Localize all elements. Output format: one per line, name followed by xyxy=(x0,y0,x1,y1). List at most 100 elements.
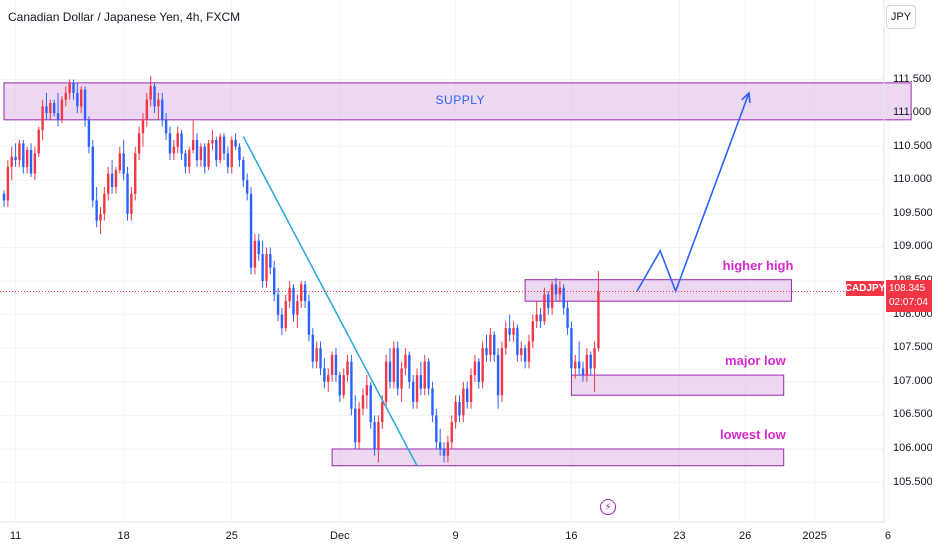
flash-icon[interactable]: ⚡ xyxy=(600,499,616,515)
candle-body xyxy=(2,193,6,201)
candle-body xyxy=(562,287,565,308)
candle-body xyxy=(508,328,511,335)
candle-body xyxy=(56,113,60,120)
candle-body xyxy=(408,354,411,382)
candle-body xyxy=(199,146,203,161)
candle-body xyxy=(589,354,592,369)
candle-body xyxy=(52,103,56,114)
candle-body xyxy=(6,166,10,201)
candle-body xyxy=(303,284,307,302)
candle-body xyxy=(338,375,342,396)
candle-body xyxy=(95,200,98,221)
candle-body xyxy=(566,307,569,329)
candle-body xyxy=(423,361,426,389)
candle-body xyxy=(438,442,442,449)
supply-zone-label: SUPPLY xyxy=(435,93,486,108)
currency-button[interactable]: JPY xyxy=(886,5,916,29)
candle-body xyxy=(415,375,419,402)
candle-body xyxy=(350,361,353,409)
candle-body xyxy=(319,348,322,369)
candle-body xyxy=(118,153,121,171)
candle-body xyxy=(458,401,461,416)
candle-body xyxy=(37,129,40,154)
price-tick-label: 110.500 xyxy=(893,139,932,152)
projection-path xyxy=(636,92,750,294)
candle-body xyxy=(188,150,191,167)
candle-body xyxy=(141,119,145,134)
candle-body xyxy=(184,153,187,167)
time-tick-label: 11 xyxy=(9,530,22,542)
candle-body xyxy=(342,375,345,396)
zone-label-major-low: major low xyxy=(725,353,786,369)
candle-body xyxy=(334,354,338,376)
zone-label-higher-high: higher high xyxy=(722,257,794,273)
candle-body xyxy=(191,139,195,151)
candle-body xyxy=(469,375,473,402)
candle-body xyxy=(249,193,253,268)
candle-body xyxy=(25,150,29,167)
candle-body xyxy=(300,284,303,302)
candle-body xyxy=(211,139,214,144)
candle-body xyxy=(276,294,280,315)
candle-body xyxy=(427,361,430,389)
current-price: 108.345 xyxy=(889,283,926,294)
candle-body xyxy=(14,156,17,161)
candle-body xyxy=(157,99,160,107)
candle-body xyxy=(577,361,581,369)
candle-body xyxy=(496,354,500,396)
candle-body xyxy=(543,294,546,322)
candle-body xyxy=(550,284,554,308)
candle-body xyxy=(547,294,550,308)
candle-body xyxy=(91,146,94,201)
candle-body xyxy=(597,291,600,349)
candle-body xyxy=(539,314,542,322)
candle-body xyxy=(446,442,450,456)
candle-body xyxy=(207,143,210,167)
candle-body xyxy=(292,287,295,315)
candle-body xyxy=(454,401,457,423)
candle-body xyxy=(558,287,562,295)
candle-body xyxy=(161,99,164,120)
candle-body xyxy=(585,354,589,376)
trendline xyxy=(242,136,418,467)
price-tick-label: 109.500 xyxy=(893,206,932,219)
time-tick-label: 23 xyxy=(673,530,686,542)
time-tick-label: 18 xyxy=(117,530,130,542)
candle-body xyxy=(72,82,75,93)
candle-body xyxy=(442,448,446,456)
candle-body xyxy=(477,361,480,382)
projection-arrowhead xyxy=(741,91,751,103)
grid xyxy=(0,0,889,522)
candle-body xyxy=(134,153,137,194)
time-tick-label: Dec xyxy=(330,530,350,542)
candle-body xyxy=(327,375,330,382)
candle-body xyxy=(296,301,299,315)
zone-label-lowest-low: lowest low xyxy=(720,426,786,442)
candle-body xyxy=(373,422,376,449)
candle-body xyxy=(180,133,183,154)
candle-body xyxy=(265,254,268,282)
candle-body xyxy=(110,173,114,187)
bar-countdown: 02:07:04 xyxy=(889,297,928,308)
candle-body xyxy=(570,328,573,369)
candle-body xyxy=(311,334,314,362)
candle-body xyxy=(361,395,365,409)
symbol-badge: CADJPY xyxy=(844,281,886,296)
candle-body xyxy=(431,388,434,416)
candle-body xyxy=(435,415,438,443)
candle-body xyxy=(234,139,237,147)
candle-body xyxy=(419,375,423,389)
candle-body xyxy=(554,284,558,295)
candle-body xyxy=(450,422,453,443)
candle-body xyxy=(87,119,91,147)
candle-body xyxy=(531,321,535,342)
candle-body xyxy=(473,361,477,376)
candle-body xyxy=(527,341,531,362)
candle-body xyxy=(381,401,384,423)
candle-body xyxy=(33,153,37,174)
current-price-badge: 108.345 02:07:04 xyxy=(886,280,932,312)
candle-body xyxy=(520,348,523,355)
candle-body xyxy=(145,99,149,120)
time-tick-label: 9 xyxy=(452,530,459,542)
